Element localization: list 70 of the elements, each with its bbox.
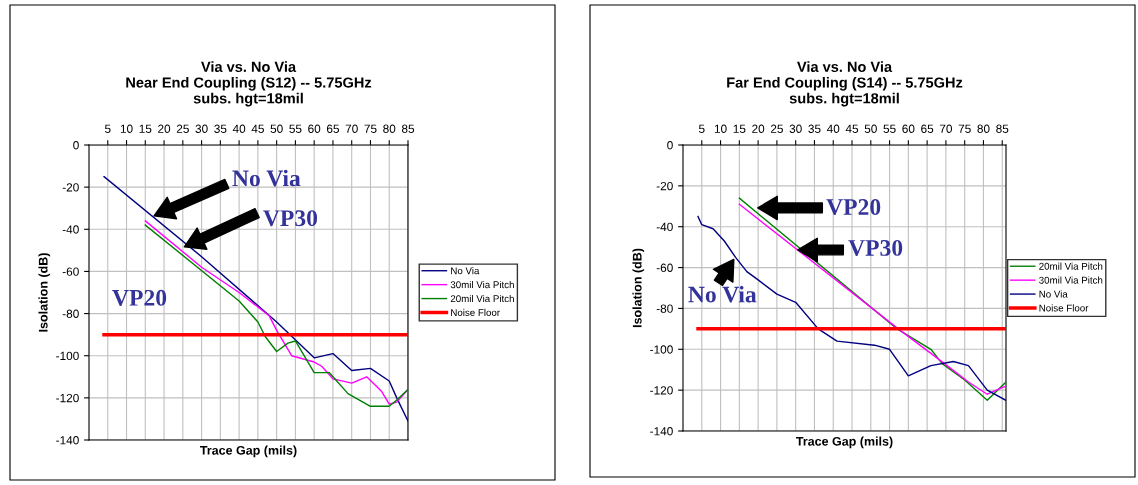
x-tick-label: 45	[251, 124, 264, 133]
legend-label: 20mil Via Pitch	[1039, 262, 1103, 270]
x-tick-label: 75	[958, 124, 971, 133]
y-tick-label: -100	[650, 345, 673, 354]
annotation: VP30	[263, 210, 318, 227]
x-tick-label: 10	[714, 124, 727, 133]
x-tick-label: 10	[120, 124, 133, 133]
x-tick-label: 85	[401, 124, 415, 133]
x-tick-label: 20	[752, 124, 765, 133]
y-tick-label: -60	[656, 263, 673, 272]
annotation: VP20	[826, 199, 881, 216]
y-tick-label: -20	[62, 183, 79, 192]
y-tick-label: -60	[62, 267, 79, 276]
annotation: VP30	[848, 239, 903, 256]
x-tick-label: 65	[326, 124, 340, 133]
x-tick-label: 65	[921, 124, 934, 133]
x-tick-label: 70	[345, 124, 358, 133]
x-tick-label: 60	[308, 124, 321, 133]
x-tick-label: 45	[845, 124, 859, 133]
x-tick-label: 25	[176, 124, 189, 133]
x-tick-label: 55	[883, 124, 896, 133]
chart-title: Via vs. No Via Far End Coupling (S14) -- 5.75GHz subs. hgt=18mil	[727, 61, 963, 107]
x-tick-label: 50	[864, 124, 877, 133]
y-tick-label: -40	[656, 222, 673, 232]
x-axis-title: Trace Gap (mils)	[796, 436, 893, 449]
y-tick-label: -140	[56, 436, 79, 445]
x-tick-label: 15	[733, 124, 746, 133]
y-tick-label: -80	[62, 309, 79, 318]
x-tick-label: 20	[158, 124, 171, 133]
y-tick-label: -140	[650, 427, 673, 436]
y-tick-label: 0	[667, 141, 673, 150]
x-tick-label: 40	[232, 124, 246, 133]
annotation: VP20	[112, 289, 167, 306]
annotation: No Via	[232, 169, 301, 187]
x-tick-label: 70	[939, 124, 953, 133]
y-tick-label: -100	[56, 351, 79, 361]
legend-label: No Via	[451, 267, 480, 275]
x-tick-label: 55	[289, 124, 302, 133]
x-tick-label: 40	[826, 124, 840, 133]
x-tick-label: 80	[383, 124, 396, 133]
y-tick-label: -40	[62, 225, 79, 234]
legend-label: 20mil Via Pitch	[450, 294, 514, 303]
chart-title: Via vs. No Via Near End Coupling (S12) -- 5.75GHz subs. hgt=18mil	[126, 61, 372, 107]
x-axis-title: Trace Gap (mils)	[200, 445, 297, 458]
x-tick-label: 5	[104, 124, 111, 133]
x-tick-label: 15	[139, 124, 152, 133]
y-axis-title: Isolation (dB)	[632, 248, 645, 328]
x-tick-label: 25	[770, 124, 783, 133]
y-tick-label: -20	[656, 181, 673, 191]
y-tick-label: -80	[656, 304, 673, 313]
legend-label: 30mil Via Pitch	[450, 281, 514, 289]
y-tick-label: -120	[56, 393, 79, 403]
x-tick-label: 60	[902, 124, 915, 133]
legend-label: Noise Floor	[451, 308, 500, 316]
x-tick-label: 80	[977, 124, 990, 133]
x-tick-label: 75	[364, 124, 377, 133]
x-tick-label: 35	[808, 124, 821, 133]
x-tick-label: 50	[270, 124, 283, 133]
y-tick-label: -120	[650, 386, 673, 395]
x-tick-label: 30	[789, 124, 802, 133]
x-tick-label: 35	[214, 124, 227, 133]
y-tick-label: 0	[73, 141, 79, 150]
x-tick-label: 85	[996, 124, 1009, 133]
legend-label: 30mil Via Pitch	[1039, 276, 1103, 284]
x-tick-label: 30	[195, 124, 208, 133]
legend-label: No Via	[1039, 290, 1068, 298]
x-tick-label: 5	[698, 124, 705, 133]
legend-label: Noise Floor	[1039, 304, 1089, 312]
y-axis-title: Isolation (dB)	[38, 253, 51, 332]
annotation: No Via	[688, 285, 757, 303]
